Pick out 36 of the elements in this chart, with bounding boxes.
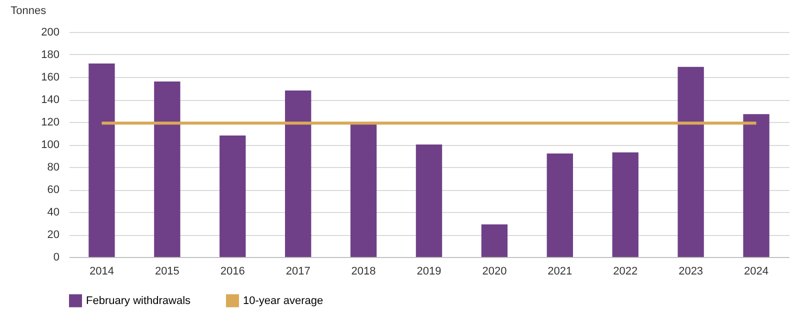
x-tick-label: 2024	[744, 266, 769, 278]
bar	[220, 136, 246, 257]
y-tick-label: 0	[53, 252, 60, 264]
x-tick-label: 2018	[351, 266, 376, 278]
bar	[285, 90, 312, 257]
bar	[154, 82, 180, 257]
x-tick-label: 2022	[613, 266, 638, 278]
legend-label: February withdrawals	[86, 294, 192, 307]
x-tick-label: 2021	[548, 266, 572, 278]
y-tick-label: 200	[41, 26, 60, 38]
y-axis-title: Tonnes	[10, 5, 47, 17]
bar	[350, 124, 377, 257]
bar	[743, 114, 770, 257]
bar	[612, 152, 638, 257]
bar	[481, 224, 508, 257]
legend-label: 10-year average	[243, 294, 324, 307]
x-tick-label: 2019	[416, 266, 442, 278]
bar	[416, 144, 442, 257]
y-tick-label: 80	[47, 162, 60, 174]
bar	[546, 154, 573, 257]
y-tick-label: 120	[41, 116, 60, 128]
x-tick-label: 2016	[220, 266, 245, 278]
x-tick-label: 2023	[678, 266, 704, 278]
y-tick-label: 40	[47, 206, 60, 218]
y-tick-label: 100	[41, 139, 60, 151]
y-tick-label: 60	[47, 184, 60, 196]
x-tick-label: 2014	[89, 266, 114, 278]
x-tick-label: 2020	[482, 266, 507, 278]
y-tick-label: 180	[41, 49, 60, 61]
bar	[88, 64, 115, 257]
x-tick-label: 2017	[286, 266, 310, 278]
bar	[678, 66, 704, 257]
y-tick-label: 140	[41, 94, 60, 106]
x-tick-label: 2015	[154, 266, 180, 278]
y-tick-label: 20	[47, 229, 60, 241]
y-tick-label: 160	[41, 72, 60, 84]
